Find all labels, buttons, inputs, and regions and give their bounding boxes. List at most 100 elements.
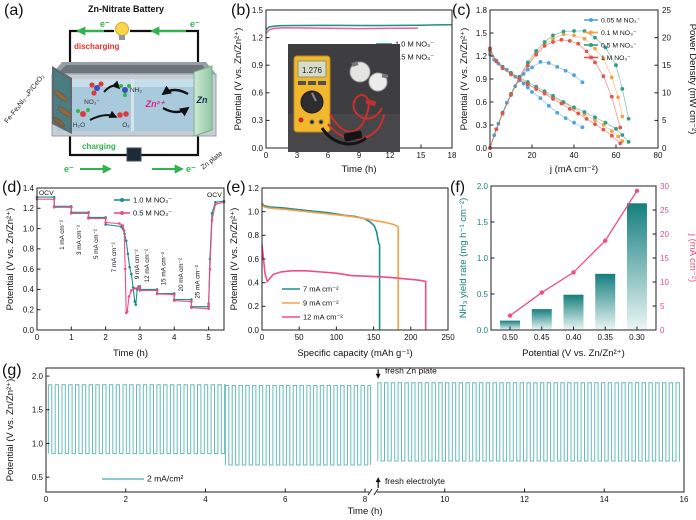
zn-ion-label: Zn²⁺: [145, 99, 166, 109]
svg-text:7 mA cm⁻²: 7 mA cm⁻²: [111, 242, 118, 272]
svg-text:200: 200: [404, 333, 418, 342]
svg-text:Time (h): Time (h): [341, 164, 376, 175]
svg-text:0.40: 0.40: [566, 333, 582, 342]
discharging-label: discharging: [74, 42, 119, 51]
zn-plate-arrow: [162, 106, 190, 117]
svg-text:1.0 M NO₃⁻: 1.0 M NO₃⁻: [133, 196, 172, 205]
charging-label: charging: [82, 142, 116, 151]
svg-text:1.2: 1.2: [252, 33, 264, 42]
panel-a-schematic: Zn-Nitrate Battery e⁻ e⁻ discharging: [4, 4, 225, 174]
svg-text:18: 18: [448, 151, 457, 160]
svg-text:1.0: 1.0: [248, 207, 260, 216]
nh3-label: NH₃: [130, 87, 142, 94]
electron-label: e⁻: [186, 164, 196, 174]
electron-label: e⁻: [64, 164, 74, 174]
svg-text:2: 2: [103, 333, 108, 342]
electron-label: e⁻: [100, 19, 110, 29]
svg-text:250: 250: [441, 333, 455, 342]
zn-dissolve-arrow: [161, 85, 189, 96]
svg-text:0.45: 0.45: [534, 333, 550, 342]
svg-text:0.0: 0.0: [477, 326, 489, 335]
svg-text:15: 15: [417, 151, 426, 160]
svg-text:25: 25: [660, 206, 669, 215]
svg-text:150: 150: [367, 333, 381, 342]
svg-text:0.3: 0.3: [476, 121, 488, 130]
svg-text:0.5 M NO₃⁻: 0.5 M NO₃⁻: [601, 43, 637, 50]
svg-text:0.6: 0.6: [476, 98, 488, 107]
water-molecule: [76, 108, 90, 117]
svg-text:Potential (V vs. Zn/Zn²⁺): Potential (V vs. Zn/Zn²⁺): [233, 28, 244, 131]
panel-label-a: (a): [4, 2, 24, 19]
svg-text:1.5: 1.5: [252, 6, 264, 15]
svg-text:Time (h): Time (h): [347, 506, 382, 517]
svg-text:0: 0: [662, 144, 667, 153]
svg-text:OCV: OCV: [207, 192, 222, 199]
reaction-arrow-h2o-o2: [89, 110, 118, 121]
svg-text:0: 0: [488, 151, 493, 160]
svg-text:0.6: 0.6: [248, 255, 260, 264]
svg-text:12 mA cm⁻²: 12 mA cm⁻²: [144, 249, 151, 282]
svg-text:1.5: 1.5: [476, 29, 488, 38]
svg-text:Potential (V vs. Zn/Zn²⁺): Potential (V vs. Zn/Zn²⁺): [5, 208, 16, 311]
electron-label: e⁻: [190, 19, 200, 29]
svg-text:0.2: 0.2: [248, 302, 260, 311]
svg-text:Potential (V vs. Zn/Zn²⁺): Potential (V vs. Zn/Zn²⁺): [5, 379, 16, 482]
svg-text:4: 4: [203, 495, 208, 504]
svg-text:Power Density (mW cm⁻²): Power Density (mW cm⁻²): [687, 24, 696, 135]
svg-text:fresh Zn plate: fresh Zn plate: [385, 365, 437, 375]
svg-text:0.30: 0.30: [629, 333, 645, 342]
svg-text:0.0: 0.0: [252, 144, 264, 153]
svg-text:0.5 M NO₃⁻: 0.5 M NO₃⁻: [395, 53, 434, 62]
svg-text:6: 6: [283, 495, 288, 504]
svg-text:OCV: OCV: [39, 190, 54, 197]
svg-text:15 mA cm⁻²: 15 mA cm⁻²: [161, 252, 168, 285]
svg-text:j (mA cm⁻²): j (mA cm⁻²): [687, 233, 696, 282]
panel-label-g: (g): [2, 362, 22, 379]
svg-text:80: 80: [654, 151, 663, 160]
panel-e-chart: 0 50 100 150 200 250 0.0 0.2 0.4 0.6 0.8 1.0 1.2 Spec…: [229, 184, 455, 359]
svg-text:0: 0: [44, 495, 49, 504]
electrolyte-tank: [51, 62, 217, 137]
nitrate-molecule: [89, 81, 104, 96]
panel-c-chart: 0 20 40 60 80 0.0 0.3 0.6 0.9 1.2 1.5 1.8 0 5 10 15 20 25…: [459, 6, 696, 175]
svg-text:1.8: 1.8: [476, 6, 488, 15]
svg-text:15: 15: [660, 254, 669, 263]
svg-text:10: 10: [660, 278, 669, 287]
svg-text:0.0: 0.0: [248, 326, 260, 335]
svg-text:0: 0: [260, 333, 265, 342]
svg-text:0: 0: [35, 333, 40, 342]
svg-text:j (mA cm⁻²): j (mA cm⁻²): [549, 164, 598, 175]
svg-text:3 mA cm⁻²: 3 mA cm⁻²: [76, 225, 83, 255]
svg-text:0.4: 0.4: [23, 285, 35, 294]
svg-text:Potential (V vs. Zn/Zn²⁺): Potential (V vs. Zn/Zn²⁺): [522, 348, 625, 359]
svg-text:0.05 M NO₃⁻: 0.05 M NO₃⁻: [601, 18, 641, 25]
svg-text:Specific capacity (mAh g⁻¹): Specific capacity (mAh g⁻¹): [297, 348, 412, 359]
svg-text:0.50: 0.50: [502, 333, 518, 342]
svg-text:40: 40: [570, 151, 579, 160]
svg-text:0.1 M NO₃⁻: 0.1 M NO₃⁻: [601, 30, 637, 37]
svg-text:1.5: 1.5: [32, 406, 44, 415]
svg-text:1.0: 1.0: [477, 254, 489, 263]
svg-text:1: 1: [69, 333, 74, 342]
svg-text:1.2: 1.2: [476, 52, 488, 61]
no3-label: NO₃⁻: [84, 99, 100, 106]
panel-label-c: (c): [452, 2, 471, 19]
panel-label-e: (e): [226, 179, 246, 196]
svg-text:30: 30: [660, 182, 669, 191]
ammonia-molecule: [119, 84, 131, 97]
svg-text:16: 16: [680, 495, 689, 504]
svg-text:0.3: 0.3: [252, 116, 264, 125]
svg-text:10: 10: [662, 89, 671, 98]
svg-text:1 mA cm⁻²: 1 mA cm⁻²: [59, 220, 66, 250]
reaction-arrow-no3-nh3: [103, 80, 121, 93]
svg-text:0: 0: [264, 151, 269, 160]
svg-text:10: 10: [440, 495, 449, 504]
svg-text:100: 100: [330, 333, 344, 342]
svg-text:Potential (V vs. Zn/Zn²⁺): Potential (V vs. Zn/Zn²⁺): [459, 28, 470, 131]
svg-text:5: 5: [662, 116, 667, 125]
svg-text:5: 5: [206, 333, 211, 342]
svg-text:0.6: 0.6: [252, 89, 264, 98]
svg-text:2: 2: [124, 495, 129, 504]
svg-text:20 mA cm⁻²: 20 mA cm⁻²: [178, 258, 185, 291]
